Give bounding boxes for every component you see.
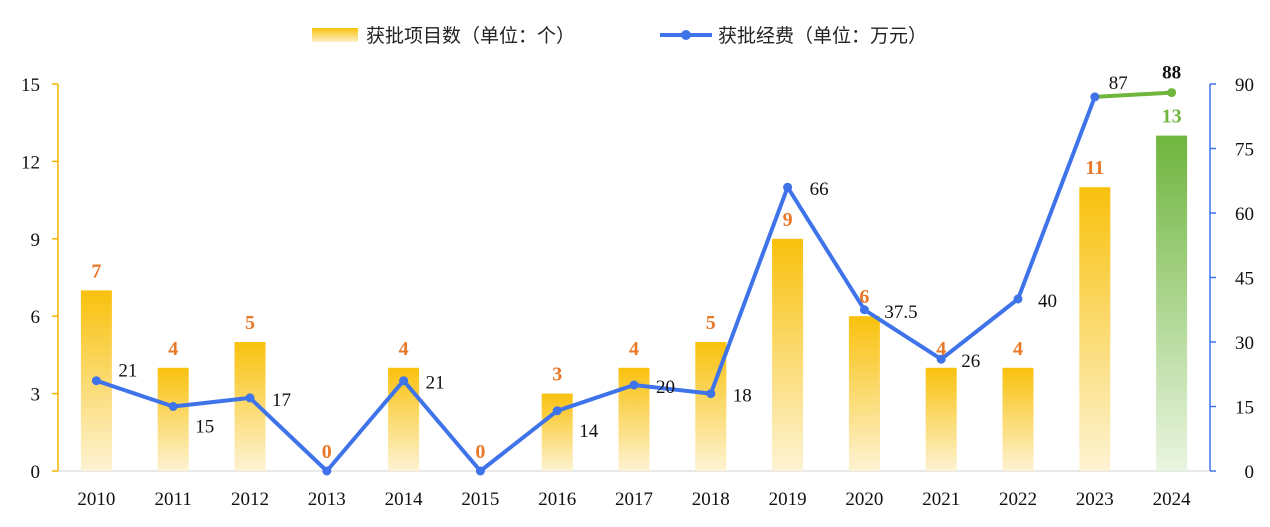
x-tick-label: 2015 (461, 489, 499, 510)
y-left-tick-label: 0 (31, 462, 41, 483)
bar-data-label: 0 (475, 441, 485, 463)
line-series (95, 96, 1097, 473)
x-tick-label: 2019 (769, 489, 807, 510)
legend-bar-swatch (312, 28, 358, 42)
legend: 获批项目数（单位：个） 获批经费（单位：万元） (312, 25, 927, 47)
line-data-label: 40 (1038, 291, 1057, 312)
x-tick-label: 2022 (999, 489, 1037, 510)
line-point (706, 389, 716, 399)
line-point (168, 402, 178, 411)
legend-bar-label: 获批项目数（单位：个） (366, 25, 575, 47)
y-left-tick-label: 6 (31, 307, 41, 328)
line-data-label: 66 (810, 179, 829, 200)
x-tick-label: 2017 (615, 489, 653, 510)
line-data-label: 17 (272, 390, 291, 411)
y-right-tick-label: 60 (1235, 204, 1254, 225)
line-point (245, 393, 255, 403)
x-tick-label: 2021 (922, 489, 960, 510)
bar-data-label: 11 (1085, 157, 1104, 179)
legend-line-marker (681, 30, 691, 40)
x-tick-label: 2010 (77, 489, 115, 510)
bar-data-label: 5 (706, 312, 716, 334)
line-layer (91, 88, 1177, 476)
bar-data-label: 3 (552, 364, 562, 386)
line-data-label: 14 (579, 421, 599, 442)
y-right-tick-label: 90 (1235, 75, 1254, 96)
line-data-label: 21 (426, 373, 445, 394)
y-right-tick-label: 15 (1235, 398, 1254, 419)
bar-data-label: 0 (322, 441, 332, 463)
bar (1079, 187, 1111, 471)
bar (157, 367, 189, 471)
line-point (1013, 294, 1023, 304)
line-series-highlight-segment (1094, 90, 1172, 99)
line-point (1167, 88, 1177, 98)
bar-data-label: 4 (168, 338, 178, 360)
bar (848, 316, 880, 471)
y-right-tick-label: 30 (1235, 333, 1254, 354)
bar (1156, 135, 1188, 471)
x-tick-label: 2020 (845, 489, 883, 510)
bar-data-label: 7 (91, 260, 101, 282)
line-data-label: 37.5 (884, 302, 917, 323)
line-data-label: 87 (1109, 73, 1128, 94)
x-tick-label: 2014 (385, 489, 424, 510)
line-data-label: 20 (656, 377, 675, 398)
bar-data-label: 5 (245, 312, 255, 334)
line-data-label: 26 (961, 351, 980, 372)
bar-data-label: 6 (859, 286, 869, 308)
y-right-tick-label: 0 (1245, 462, 1255, 483)
bar-data-label: 4 (629, 338, 639, 360)
bar (772, 238, 804, 471)
line-point (399, 376, 409, 386)
x-tick-label: 2016 (538, 489, 576, 510)
line-point (629, 380, 639, 390)
bar-data-label: 9 (783, 209, 793, 231)
bar-data-label: 13 (1162, 106, 1182, 128)
y-left-tick-label: 15 (21, 75, 40, 96)
bar-data-label: 4 (399, 338, 409, 360)
line-point (1090, 92, 1100, 102)
line-point (475, 466, 485, 476)
line-point (91, 376, 101, 386)
line-point (859, 305, 869, 315)
x-tick-label: 2012 (231, 489, 269, 510)
y-left-tick-label: 12 (21, 152, 40, 173)
bars-layer (80, 135, 1188, 471)
x-tick-label: 2013 (308, 489, 346, 510)
bar (1002, 367, 1034, 471)
y-right-tick-label: 75 (1235, 140, 1254, 161)
x-tick-label: 2018 (692, 489, 730, 510)
line-point (936, 354, 946, 364)
line-data-label: 21 (118, 361, 137, 382)
line-point (322, 466, 332, 476)
bar (925, 367, 957, 471)
line-data-label: 15 (195, 417, 214, 438)
x-tick-label: 2011 (155, 489, 192, 510)
legend-line-label: 获批经费（单位：万元） (718, 25, 927, 47)
x-tick-label: 2023 (1076, 489, 1114, 510)
y-left-tick-label: 9 (31, 230, 41, 251)
line-point (783, 182, 793, 192)
bar-data-label: 4 (1013, 338, 1023, 360)
line-data-label: 88 (1162, 63, 1181, 84)
y-left-tick-label: 3 (31, 385, 41, 406)
line-data-label: 18 (733, 386, 752, 407)
y-right-tick-label: 45 (1235, 269, 1254, 290)
x-tick-label: 2024 (1153, 489, 1192, 510)
line-point (552, 406, 562, 416)
bar-data-label: 4 (936, 338, 946, 360)
